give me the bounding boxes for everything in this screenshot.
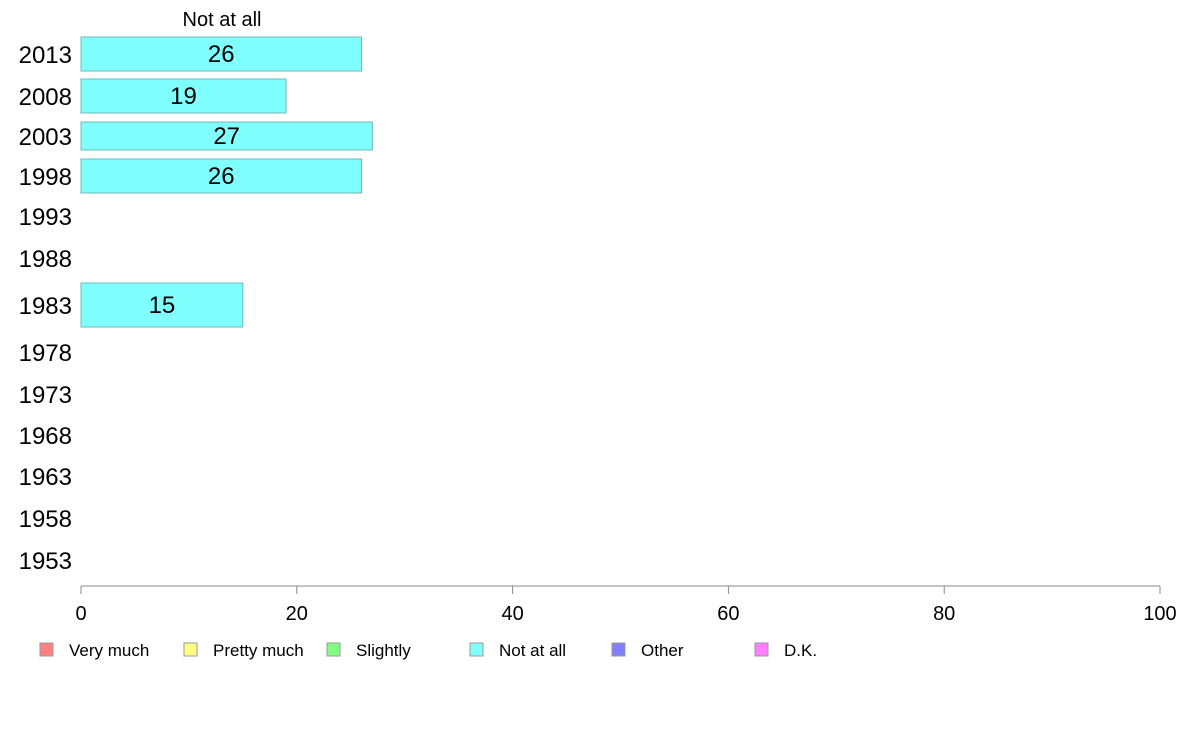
- panel-label: Not at all: [183, 9, 262, 31]
- bar-value-label: 27: [213, 123, 240, 150]
- x-axis: 0 20 40 60 80 100: [75, 585, 1177, 625]
- legend-label: Slightly: [356, 641, 411, 660]
- y-tick-label: 1953: [19, 548, 72, 575]
- y-tick-label: 2003: [19, 124, 72, 151]
- bar: [80, 158, 363, 194]
- bar: [80, 282, 244, 328]
- bar-value-label: 26: [208, 41, 235, 68]
- y-tick-label: 1988: [19, 246, 72, 273]
- y-tick-label: 1978: [19, 340, 72, 367]
- y-tick-label: 2008: [19, 84, 72, 111]
- legend-label: Not at all: [499, 641, 566, 660]
- y-tick-label: 1963: [19, 464, 72, 491]
- bars-layer: 26 19 27 26 15: [80, 36, 373, 328]
- y-tick-label: 1973: [19, 382, 72, 409]
- legend-swatch: [183, 642, 198, 657]
- legend-label: Pretty much: [213, 641, 304, 660]
- x-tick-label: 20: [286, 603, 308, 625]
- y-tick-label: 1968: [19, 423, 72, 450]
- bar: [80, 121, 373, 151]
- y-axis-labels: 2013 2008 2003 1998 1993 1988 1983 1978 1973 1968…: [19, 42, 72, 575]
- bar-value-label: 19: [170, 83, 197, 110]
- legend-label: Other: [641, 641, 684, 660]
- legend-swatch: [39, 642, 54, 657]
- y-tick-label: 1958: [19, 506, 72, 533]
- x-tick-label: 40: [501, 603, 523, 625]
- y-tick-label: 1993: [19, 204, 72, 231]
- legend-swatch: [469, 642, 484, 657]
- y-tick-label: 1983: [19, 293, 72, 320]
- bar: [80, 78, 287, 114]
- legend-swatch: [326, 642, 341, 657]
- y-tick-label: 1998: [19, 164, 72, 191]
- legend: Very much Pretty much Slightly Not at all Ot…: [39, 641, 817, 660]
- x-tick-label: 0: [75, 603, 86, 625]
- legend-label: D.K.: [784, 641, 817, 660]
- x-tick-label: 100: [1143, 603, 1176, 625]
- legend-swatch: [611, 642, 626, 657]
- legend-label: Very much: [69, 641, 149, 660]
- y-tick-label: 2013: [19, 42, 72, 69]
- legend-swatch: [754, 642, 769, 657]
- bar: [80, 36, 363, 72]
- x-tick-label: 80: [933, 603, 955, 625]
- bar-value-label: 26: [208, 163, 235, 190]
- bar-value-label: 15: [149, 292, 176, 319]
- x-tick-label: 60: [717, 603, 739, 625]
